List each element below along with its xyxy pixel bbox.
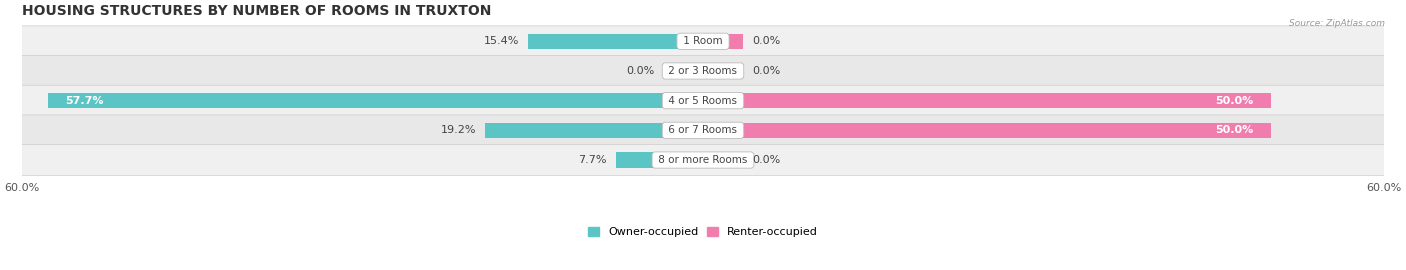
- Text: 0.0%: 0.0%: [752, 155, 780, 165]
- Text: 2 or 3 Rooms: 2 or 3 Rooms: [665, 66, 741, 76]
- FancyBboxPatch shape: [21, 145, 1385, 176]
- Text: 6 or 7 Rooms: 6 or 7 Rooms: [665, 125, 741, 135]
- Text: 1 Room: 1 Room: [681, 36, 725, 46]
- Text: 19.2%: 19.2%: [440, 125, 475, 135]
- Text: 0.0%: 0.0%: [752, 66, 780, 76]
- Text: 50.0%: 50.0%: [1215, 125, 1254, 135]
- Text: 4 or 5 Rooms: 4 or 5 Rooms: [665, 96, 741, 106]
- Bar: [703, 63, 742, 79]
- Bar: [48, 93, 703, 108]
- Bar: [703, 123, 1271, 138]
- Text: 50.0%: 50.0%: [1215, 96, 1254, 106]
- Bar: [616, 152, 703, 168]
- Bar: [703, 33, 742, 49]
- FancyBboxPatch shape: [21, 26, 1385, 57]
- Bar: [529, 33, 703, 49]
- Text: 15.4%: 15.4%: [484, 36, 519, 46]
- Text: 8 or more Rooms: 8 or more Rooms: [655, 155, 751, 165]
- Text: 0.0%: 0.0%: [626, 66, 654, 76]
- FancyBboxPatch shape: [21, 85, 1385, 116]
- Text: 57.7%: 57.7%: [65, 96, 104, 106]
- Legend: Owner-occupied, Renter-occupied: Owner-occupied, Renter-occupied: [583, 223, 823, 242]
- Bar: [485, 123, 703, 138]
- Text: HOUSING STRUCTURES BY NUMBER OF ROOMS IN TRUXTON: HOUSING STRUCTURES BY NUMBER OF ROOMS IN…: [21, 4, 491, 18]
- Bar: [703, 93, 1271, 108]
- FancyBboxPatch shape: [21, 115, 1385, 146]
- Bar: [664, 63, 703, 79]
- Bar: [703, 152, 742, 168]
- Text: 7.7%: 7.7%: [578, 155, 606, 165]
- FancyBboxPatch shape: [21, 56, 1385, 86]
- Text: 0.0%: 0.0%: [752, 36, 780, 46]
- Text: Source: ZipAtlas.com: Source: ZipAtlas.com: [1289, 19, 1385, 28]
